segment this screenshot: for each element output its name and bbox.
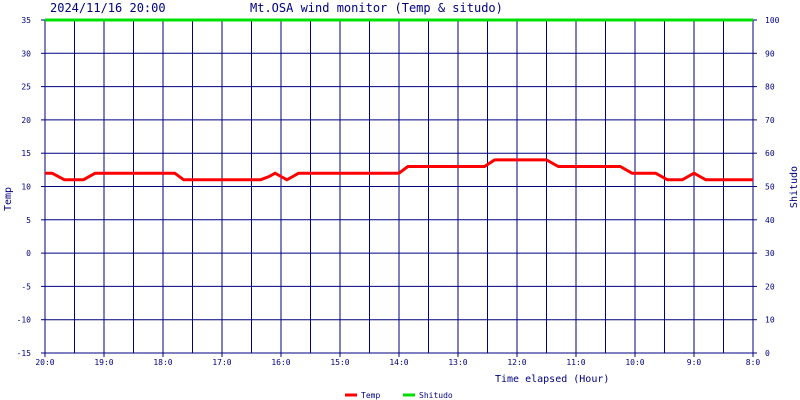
y-tick-label-left: 10 <box>21 183 31 192</box>
y-tick-label-right: 40 <box>765 216 775 225</box>
y-tick-label-right: 80 <box>765 83 775 92</box>
y-tick-label-left: 5 <box>26 216 31 225</box>
y-tick-label-right: 70 <box>765 116 775 125</box>
x-tick-label: 16:0 <box>271 358 290 367</box>
x-tick-label: 11:0 <box>566 358 585 367</box>
y-tick-label-right: 90 <box>765 49 775 58</box>
x-tick-label: 13:0 <box>448 358 467 367</box>
y-tick-label-right: 50 <box>765 183 775 192</box>
legend: Temp Shitudo <box>345 391 453 400</box>
y-tick-label-left: 15 <box>21 149 31 158</box>
y-tick-label-left: 20 <box>21 116 31 125</box>
y-tick-label-left: 35 <box>21 16 31 25</box>
chart-timestamp: 2024/11/16 20:00 <box>50 1 166 15</box>
x-tick-label: 12:0 <box>507 358 526 367</box>
series-line-temp <box>45 158 753 182</box>
x-tick-label: 8:0 <box>746 358 761 367</box>
y-tick-label-right: 30 <box>765 249 775 258</box>
y-tick-label-left: -10 <box>17 316 32 325</box>
y-axis-label-right: Shitudo <box>789 166 800 208</box>
y-tick-label-right: 60 <box>765 149 775 158</box>
legend-label-temp: Temp <box>361 391 380 400</box>
x-axis-label: Time elapsed (Hour) <box>495 374 609 385</box>
y-axis-label-left: Temp <box>3 187 14 211</box>
y-tick-label-left: -15 <box>17 349 32 358</box>
x-tick-label: 19:0 <box>94 358 113 367</box>
x-tick-label: 15:0 <box>330 358 349 367</box>
x-tick-label: 17:0 <box>212 358 231 367</box>
y-tick-label-right: 100 <box>765 16 780 25</box>
right-axis-ticks: 0 10 20 30 40 50 60 70 80 90 100 <box>753 16 780 358</box>
legend-label-shitudo: Shitudo <box>419 391 453 400</box>
y-tick-label-right: 10 <box>765 316 775 325</box>
left-axis-ticks: -15 -10 -5 0 5 10 15 20 25 30 35 <box>17 16 45 358</box>
x-axis-ticks: 20:0 19:0 18:0 17:0 16:0 15:0 14:0 13:0 12:0 11:0… <box>35 353 760 367</box>
chart-title: Mt.OSA wind monitor (Temp & situdo) <box>250 1 503 15</box>
x-tick-label: 9:0 <box>687 358 702 367</box>
y-tick-label-left: 0 <box>26 249 31 258</box>
y-tick-label-left: 25 <box>21 83 31 92</box>
y-tick-label-right: 20 <box>765 282 775 291</box>
y-tick-label-right: 0 <box>765 349 770 358</box>
x-tick-label: 18:0 <box>153 358 172 367</box>
y-tick-label-left: 30 <box>21 49 31 58</box>
grid-lines <box>45 20 753 353</box>
x-tick-label: 10:0 <box>625 358 644 367</box>
x-tick-label: 20:0 <box>35 358 54 367</box>
y-tick-label-left: -5 <box>21 282 31 291</box>
x-tick-label: 14:0 <box>389 358 408 367</box>
series-layer <box>45 18 753 182</box>
